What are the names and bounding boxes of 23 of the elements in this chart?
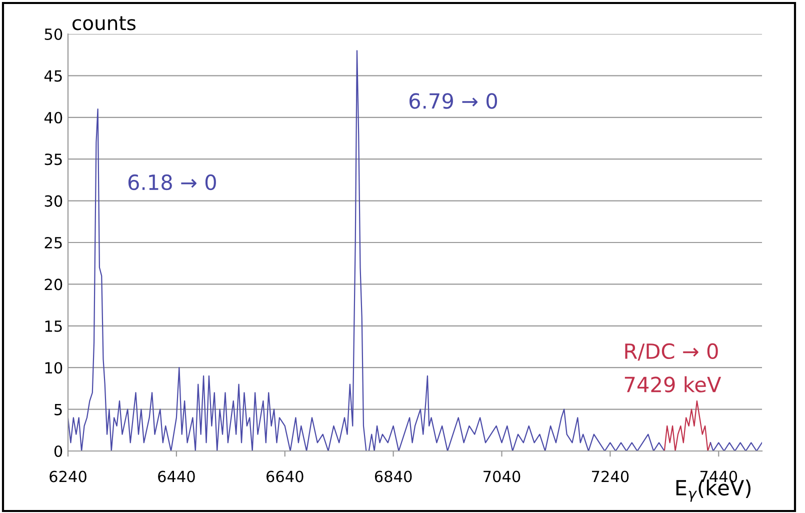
y-tick-label: 25 (44, 236, 62, 249)
x-tick-label: 6440 (158, 470, 195, 482)
x-tick-label: 6240 (50, 470, 86, 482)
annotation: 6.18 → 0 (128, 174, 216, 190)
x-tick-label: 7240 (592, 470, 629, 482)
line-series (664, 400, 712, 451)
x-tick-label: 6640 (266, 470, 304, 482)
y-tick-label: 35 (44, 154, 62, 166)
y-tick-label: 15 (45, 320, 62, 332)
y-tick-label: 0 (54, 445, 62, 458)
y-tick-label: 10 (45, 362, 62, 374)
y-tick-label: 50 (44, 28, 62, 40)
annotation: 6.79 → 0 (410, 93, 498, 109)
x-tick-label: 7040 (484, 470, 520, 482)
annotation: 7429 keV (624, 376, 722, 392)
x-tick-label: 6840 (374, 470, 412, 482)
y-tick-label: 20 (44, 278, 62, 290)
y-axis-title: counts (72, 16, 136, 30)
annotation: R/DC → 0 (625, 343, 718, 361)
y-tick-label: 30 (44, 195, 62, 207)
y-tick-label: 40 (44, 112, 62, 124)
y-tick-label: 5 (54, 404, 62, 416)
y-tick-label: 45 (44, 70, 62, 82)
